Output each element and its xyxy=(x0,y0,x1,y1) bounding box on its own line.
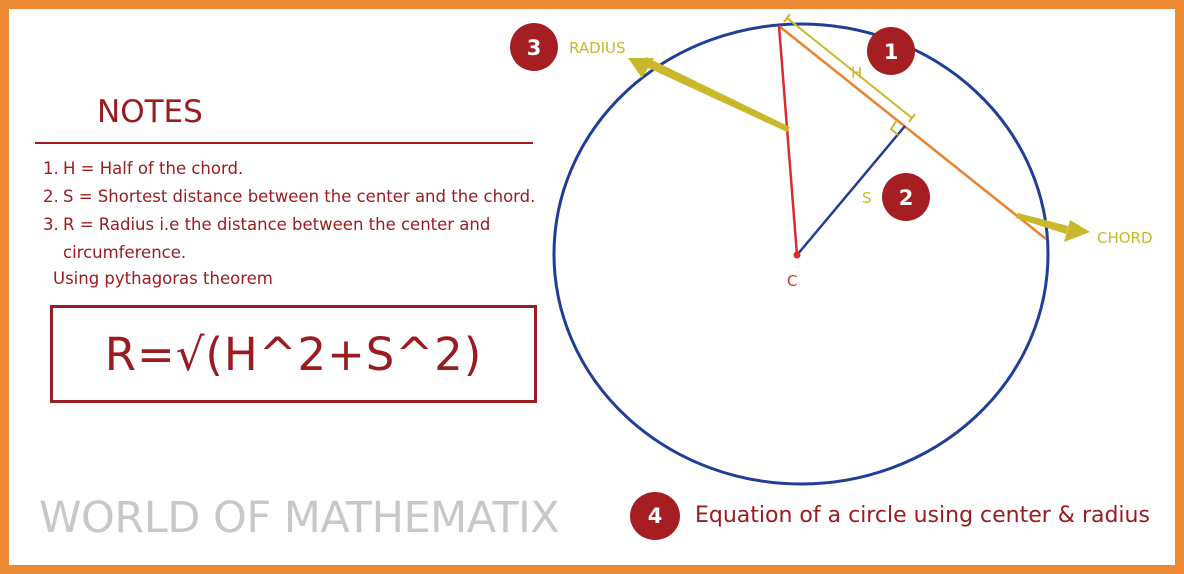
badge-number: 2 xyxy=(899,186,914,210)
notes-title: NOTES xyxy=(97,94,203,130)
formula-text: R=√(H^2+S^2) xyxy=(104,327,483,381)
distance-label: S xyxy=(862,189,872,207)
center-label: C xyxy=(787,272,797,290)
radius-line xyxy=(777,25,799,256)
notes-item: 3. R = Radius i.e the distance between t… xyxy=(43,211,563,267)
radius-label: RADIUS xyxy=(569,39,626,57)
right-angle-marker xyxy=(889,119,899,136)
chord-label: CHORD xyxy=(1097,229,1153,247)
dimension-tick xyxy=(783,13,791,23)
notes-divider xyxy=(35,142,533,144)
caption-number-badge: 4 xyxy=(630,492,680,540)
perpendicular-line xyxy=(796,125,906,256)
caption-text: Equation of a circle using center & radi… xyxy=(695,503,1150,528)
formula-box: R=√(H^2+S^2) xyxy=(50,305,537,403)
chord-arrow-head xyxy=(1064,220,1090,242)
radius-arrow xyxy=(644,57,790,132)
circle-outline xyxy=(552,22,1050,486)
notes-item-text: H = Half of the chord. xyxy=(63,159,244,178)
notes-item-text: R = Radius i.e the distance between the … xyxy=(63,215,491,262)
badge-1: 1 xyxy=(867,27,915,75)
notes-list: 1. H = Half of the chord. 2. S = Shortes… xyxy=(43,155,563,267)
badge-number: 3 xyxy=(527,36,542,60)
chord-arrow xyxy=(1016,213,1068,234)
caption-number: 4 xyxy=(647,504,663,528)
notes-item-number: 2. xyxy=(43,187,59,206)
badge-2: 2 xyxy=(882,173,930,221)
notes-item: 2. S = Shortest distance between the cen… xyxy=(43,183,563,211)
notes-item-text: S = Shortest distance between the center… xyxy=(63,187,536,206)
brand-watermark: WORLD OF MATHEMATIX xyxy=(39,493,560,543)
center-point xyxy=(793,251,801,259)
half-chord-label: H xyxy=(851,64,862,82)
badge-number: 1 xyxy=(884,40,899,64)
chord-line xyxy=(778,25,1047,240)
badge-3: 3 xyxy=(510,23,558,71)
notes-item-number: 3. xyxy=(43,215,59,234)
half-chord-dimension xyxy=(786,17,913,119)
notes-subtitle: Using pythagoras theorem xyxy=(53,269,273,288)
notes-item-number: 1. xyxy=(43,159,59,178)
notes-item: 1. H = Half of the chord. xyxy=(43,155,563,183)
dimension-tick xyxy=(908,113,916,123)
radius-arrow-head xyxy=(628,58,654,78)
